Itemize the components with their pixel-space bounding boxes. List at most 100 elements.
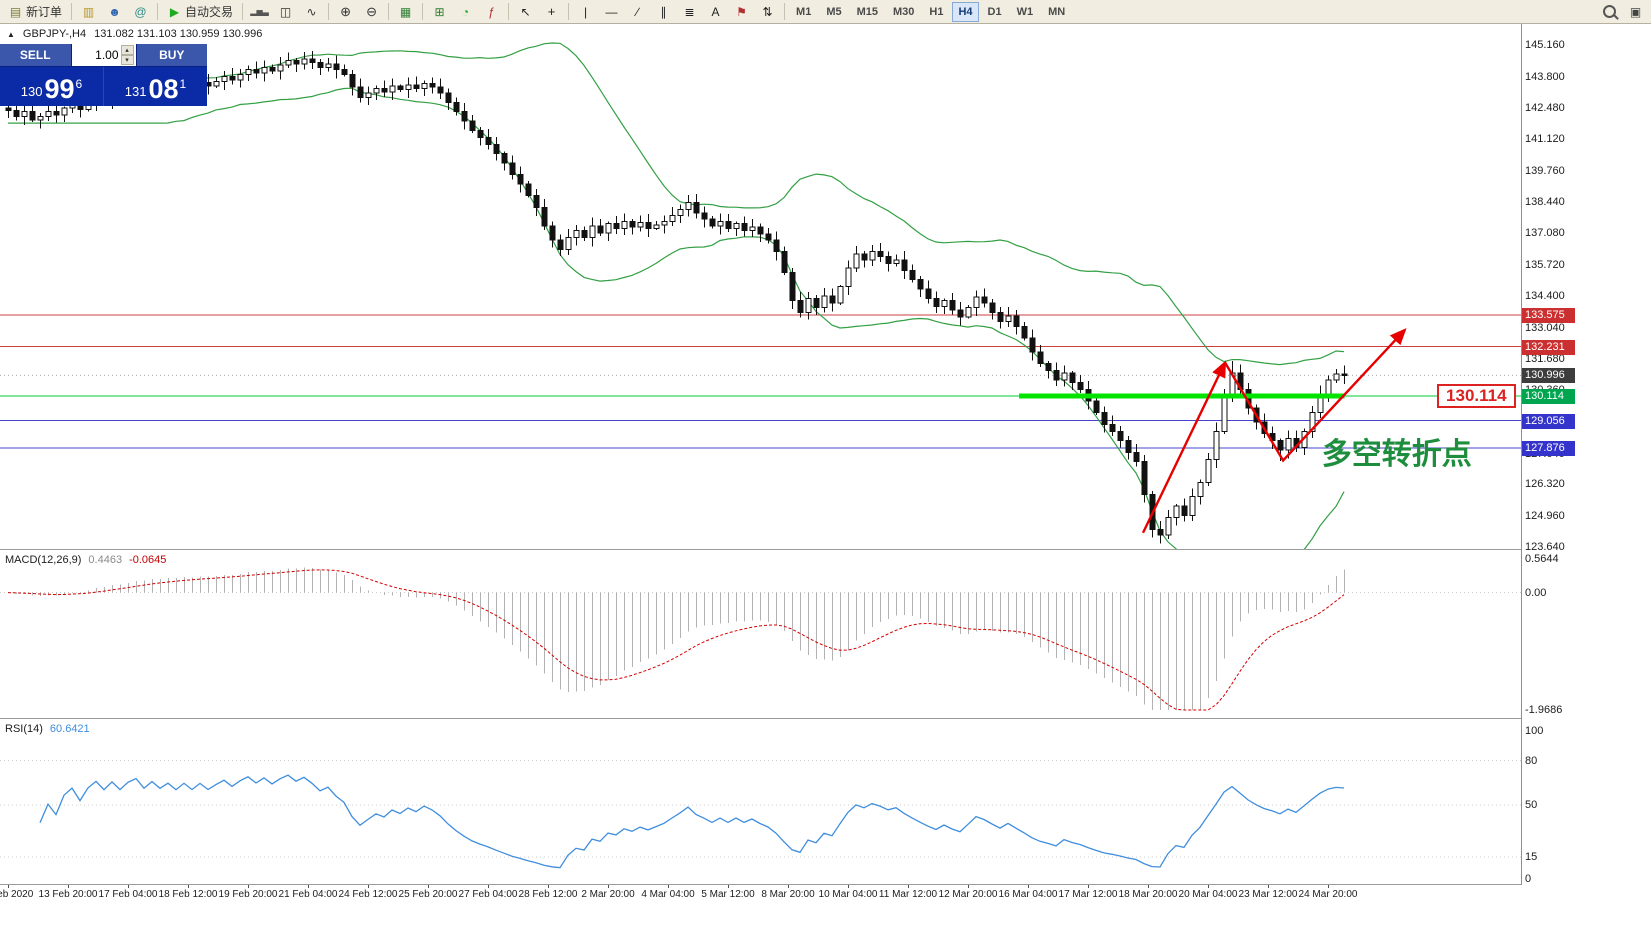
toolbar-charts-button[interactable]: ▥ — [76, 1, 101, 23]
time-axis-tick — [968, 885, 969, 888]
toolbar-separator — [328, 3, 330, 20]
timeframe-mn-button[interactable]: MN — [1048, 5, 1066, 18]
price-axis-label: 141.120 — [1525, 133, 1565, 146]
toolbar-equidistant-channel-button[interactable]: ∥ — [651, 1, 676, 23]
time-axis-tick — [548, 885, 549, 888]
pivot-annotation-text[interactable]: 多空转折点 — [1322, 438, 1472, 471]
buy-price[interactable]: 131 08 1 — [103, 67, 207, 106]
buy-button[interactable]: BUY — [136, 44, 207, 66]
toolbar-indicators-button[interactable]: ƒ — [479, 1, 504, 23]
time-axis-label: 2 Mar 20:00 — [581, 889, 635, 900]
volume-input[interactable] — [72, 47, 121, 63]
timeframe-w1-button[interactable]: W1 — [1016, 5, 1034, 18]
rsi-panel[interactable] — [0, 720, 1521, 883]
toolbar-separator — [508, 3, 510, 20]
time-axis-label: 12 Mar 20:00 — [938, 889, 998, 900]
toolbar-vertical-line-button[interactable]: | — [573, 1, 598, 23]
linechart-icon: ∿ — [306, 4, 317, 19]
volume-up-icon[interactable]: ▴ — [120, 45, 134, 55]
toolbar-line-chart-button[interactable]: ∿ — [299, 1, 324, 23]
zigzag-arrow-up1[interactable] — [1141, 360, 1227, 534]
toolbar-text-label-button[interactable]: ⚑ — [729, 1, 754, 23]
magnifier-icon — [1602, 4, 1617, 19]
time-axis-tick — [728, 885, 729, 888]
toolbar-trendline-button[interactable]: ∕ — [625, 1, 650, 23]
toolbar-autotrading-label: 自动交易 — [185, 5, 234, 19]
candles-icon: ◫ — [279, 4, 292, 19]
price-axis-label: 139.760 — [1525, 164, 1565, 177]
rsi-axis-label: 80 — [1525, 754, 1538, 767]
time-axis-tick — [1268, 885, 1269, 888]
price-tag-132.231: 132.231 — [1522, 339, 1575, 355]
timeframe-m30-button[interactable]: M30 — [893, 5, 915, 18]
rsi-label: RSI(14) — [5, 723, 43, 735]
candles — [5, 50, 1348, 544]
support-price-callout: 130.114 — [1437, 383, 1516, 408]
chart-collapse-icon[interactable]: ▲ — [7, 29, 15, 39]
time-axis-label: 19 Feb 20:00 — [218, 889, 278, 900]
arrows-icon: ⇅ — [762, 4, 773, 19]
timeframe-d1-button[interactable]: D1 — [987, 5, 1002, 18]
price-axis-border — [1521, 24, 1522, 885]
grid-icon: ▦ — [399, 4, 412, 19]
volume-down-icon[interactable]: ▾ — [120, 55, 134, 65]
toolbar-chart-shift-button[interactable]: ▣ — [1623, 1, 1648, 23]
toolbar-autotrading-button[interactable]: ▶ 自动交易 — [162, 1, 238, 23]
time-axis-tick — [608, 885, 609, 888]
panel-splitter[interactable] — [0, 718, 1651, 719]
sell-button[interactable]: SELL — [0, 44, 71, 66]
zoom-out-icon: ⊖ — [366, 4, 377, 19]
timeframe-m5-button[interactable]: M5 — [826, 5, 842, 18]
timeframe-h4-button[interactable]: H4 — [952, 1, 979, 22]
price-axis-label: 135.720 — [1525, 259, 1565, 272]
time-axis-label: 2 Feb 2020 — [0, 889, 34, 900]
price-axis[interactable]: 145.160 143.800 142.480 141.120 139.760 138.4… — [1522, 24, 1651, 900]
macd-panel[interactable] — [0, 551, 1521, 717]
toolbar-cursor-button[interactable]: ↖ — [513, 1, 538, 23]
textA-icon: A — [711, 4, 720, 19]
toolbar-zoom-out-button[interactable]: ⊖ — [359, 1, 384, 23]
toolbar-strategy-tester-button[interactable]: ◔ — [453, 1, 478, 23]
time-axis-label: 13 Feb 20:00 — [38, 889, 98, 900]
folder-icon: ▥ — [82, 4, 95, 19]
zigzag-arrow-up2[interactable] — [1223, 328, 1407, 463]
toolbar-profiles-button[interactable]: ☻ — [102, 1, 127, 23]
main-chart[interactable]: 多空转折点 — [0, 24, 1521, 549]
toolbar-candlestick-chart-button[interactable]: ◫ — [273, 1, 298, 23]
time-axis-tick — [1088, 885, 1089, 888]
macd-label: MACD(12,26,9) — [5, 554, 82, 566]
time-axis-label: 27 Feb 04:00 — [458, 889, 518, 900]
timeframe-m15-button[interactable]: M15 — [856, 5, 878, 18]
toolbar-arrows-button[interactable]: ⇅ — [755, 1, 780, 23]
rsi-header: RSI(14) 60.6421 — [5, 723, 90, 735]
toolbar-new-chart-button[interactable]: ⊞ — [427, 1, 452, 23]
rsi-axis-label: 100 — [1525, 725, 1544, 737]
toolbar-horizontal-line-button[interactable]: — — [599, 1, 624, 23]
sell-price[interactable]: 130 99 6 — [0, 67, 103, 106]
bars-icon: ▂▅▃ — [250, 6, 269, 16]
time-axis-label: 21 Feb 04:00 — [278, 889, 338, 900]
time-axis-label: 18 Feb 12:00 — [158, 889, 218, 900]
toolbar-tile-windows-button[interactable]: ▦ — [393, 1, 418, 23]
toolbar-fibonacci-retracement-button[interactable]: ≣ — [677, 1, 702, 23]
timeframe-m1-button[interactable]: M1 — [796, 5, 812, 18]
toolbar-market-button[interactable]: @ — [128, 1, 153, 23]
time-axis-tick — [908, 885, 909, 888]
price-tag-130.114: 130.114 — [1522, 388, 1575, 404]
fibo-icon: ≣ — [684, 4, 695, 19]
sell-price-prefix: 130 — [20, 84, 43, 99]
buy-price-prefix: 131 — [124, 84, 147, 99]
toolbar-zoom-in-button[interactable]: ⊕ — [333, 1, 358, 23]
toolbar-text-button[interactable]: A — [703, 1, 728, 23]
timeframe-h1-button[interactable]: H1 — [929, 5, 944, 18]
time-axis-tick — [1028, 885, 1029, 888]
panel-splitter[interactable] — [0, 549, 1651, 550]
time-axis-label: 17 Feb 04:00 — [98, 889, 158, 900]
toolbar-crosshair-button[interactable]: + — [539, 1, 564, 23]
toolbar: ▤ 新订单 ▥ ☻ @ ▶ 自动交易 ▂▅▃ ◫ ∿ ⊕ ⊖ ▦ ⊞ ◔ ƒ ↖ + | — ∕ ∥ ≣ A ⚑ ⇅ M1 M5 M15… — [0, 0, 1651, 24]
toolbar-search-button[interactable] — [1597, 1, 1622, 23]
time-axis-label: 24 Mar 20:00 — [1298, 889, 1358, 900]
toolbar-bar-chart-button[interactable]: ▂▅▃ — [247, 1, 272, 23]
toolbar-new-order-button[interactable]: ▤ 新订单 — [3, 1, 67, 23]
